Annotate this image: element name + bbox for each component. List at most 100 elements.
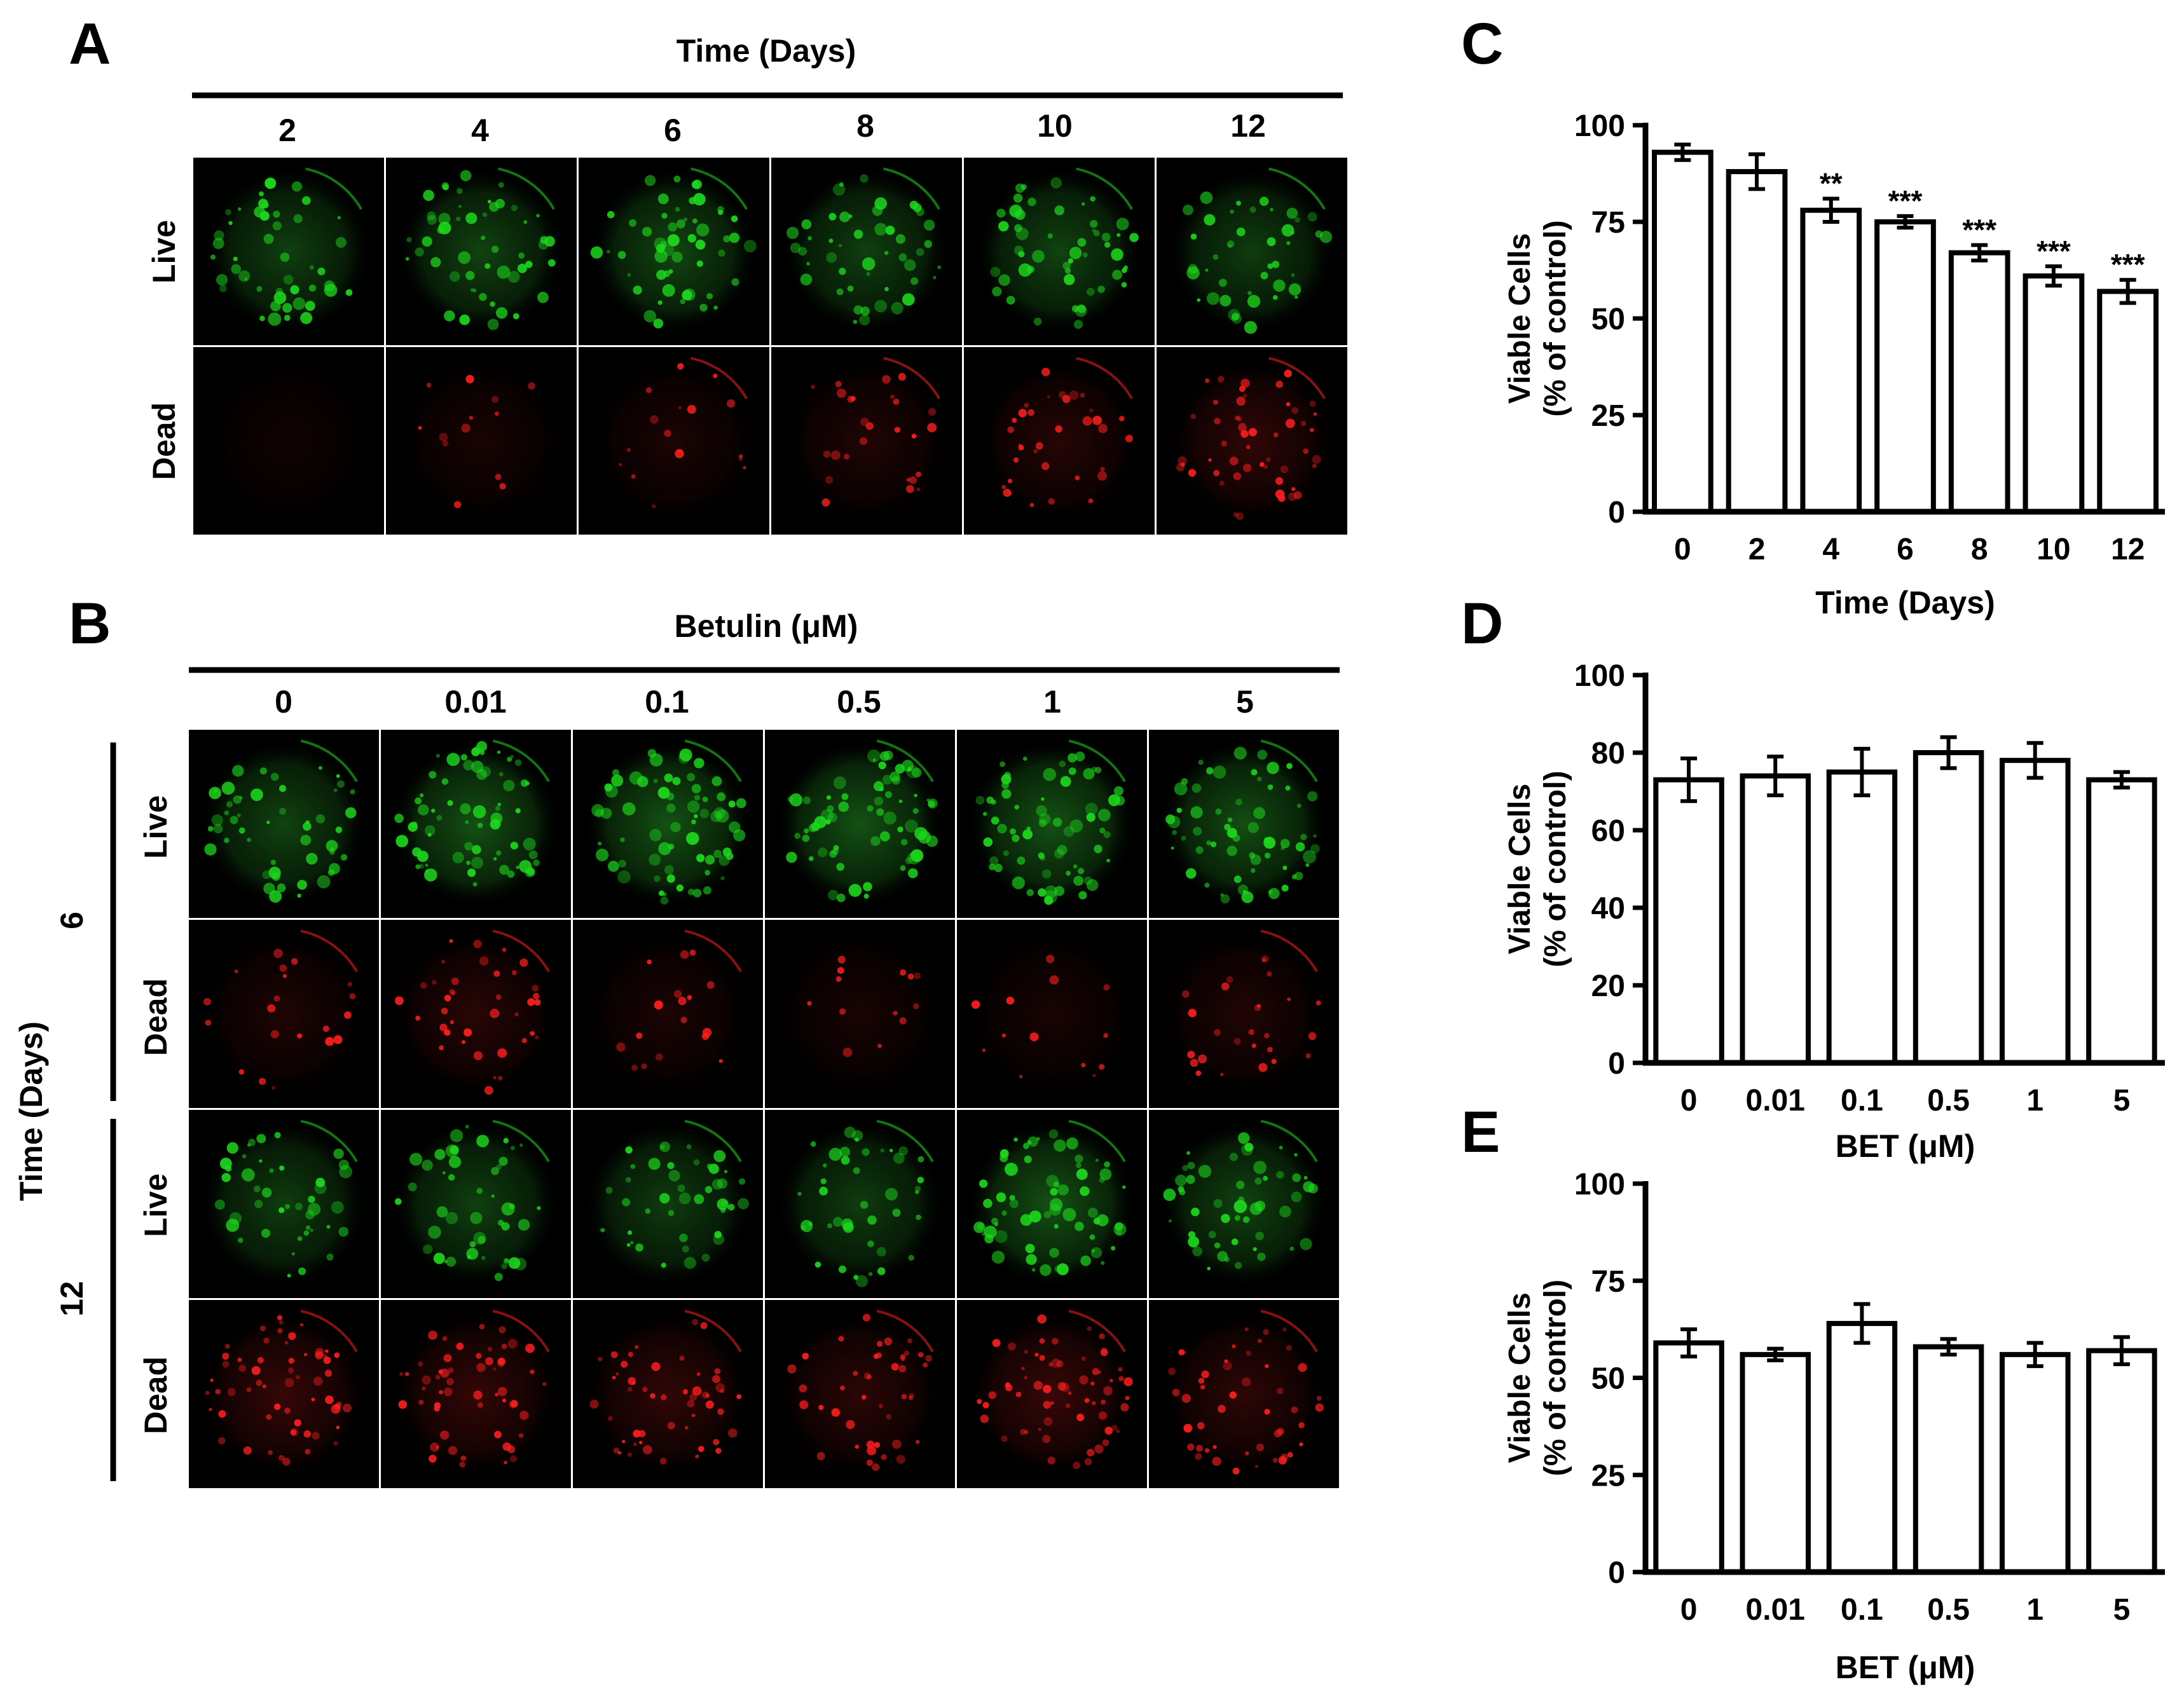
cell-dot [237, 813, 241, 817]
cell-dot [917, 1156, 924, 1163]
cell-dot [1020, 1214, 1033, 1226]
live-micrograph [765, 730, 955, 918]
cell-dot [1257, 1004, 1261, 1008]
cell-dot [896, 1454, 905, 1464]
live-micrograph [765, 1110, 955, 1298]
cell-dot [1039, 1355, 1045, 1361]
cell-dot [979, 1179, 988, 1188]
cell-dot [491, 245, 499, 254]
cell-dot [1013, 1137, 1018, 1142]
cell-dot [221, 781, 235, 795]
cell-dot [225, 209, 231, 215]
cell-dot [1197, 1422, 1205, 1430]
cell-dot [656, 1053, 663, 1061]
cell-dot [838, 1336, 844, 1342]
cell-dot [204, 843, 217, 856]
cell-dot [336, 774, 340, 778]
cell-dot [1187, 1051, 1195, 1058]
x-tick-label: 8 [1971, 533, 1988, 566]
x-tick-label: 0.1 [1841, 1084, 1883, 1118]
cell-dot [238, 1364, 246, 1372]
cell-dot [454, 501, 462, 509]
cell-dot [659, 243, 666, 251]
cell-dot [683, 217, 687, 222]
y-axis-title: Viable Cells [1503, 1292, 1537, 1463]
dead-micrograph [771, 347, 962, 535]
cell-dot [680, 1016, 687, 1023]
cell-dot [471, 760, 484, 773]
cell-dot [317, 267, 326, 276]
spheroid-glow [391, 1119, 561, 1289]
significance-label: ** [1820, 167, 1843, 200]
cell-dot [814, 1261, 821, 1268]
cell-dot [310, 1228, 313, 1233]
cell-dot [799, 1384, 807, 1393]
cell-dot [347, 981, 353, 987]
cell-dot [406, 237, 412, 243]
cell-dot [847, 285, 854, 292]
cell-dot [907, 973, 914, 980]
y-tick-label: 100 [1574, 109, 1625, 143]
cell-dot [1103, 1386, 1113, 1396]
cell-dot [222, 1360, 230, 1368]
cell-dot [619, 463, 622, 467]
cell-dot [991, 1217, 998, 1225]
cell-dot [282, 974, 287, 978]
cell-dot [537, 292, 549, 303]
cell-dot [712, 1375, 720, 1383]
cell-dot [802, 1353, 809, 1360]
spheroid-rim-arc [300, 739, 358, 783]
y-tick-label: 0 [1608, 496, 1625, 530]
cell-dot [279, 784, 286, 792]
cell-dot [718, 1059, 723, 1064]
cell-dot [706, 1163, 713, 1170]
cell-dot [671, 251, 683, 263]
bar [1800, 207, 1862, 514]
cell-dot [838, 243, 842, 247]
cell-dot [225, 1165, 232, 1172]
cell-dot [333, 1440, 338, 1446]
cell-dot [493, 970, 500, 977]
spheroid-glow [391, 929, 561, 1099]
cell-dot [1092, 416, 1102, 425]
cell-dot [839, 268, 846, 275]
cell-dot [514, 1257, 527, 1271]
cell-dot [840, 1385, 845, 1391]
cell-dot [305, 301, 315, 311]
cell-dot [300, 311, 313, 324]
cell-dot [982, 1048, 986, 1052]
cell-dot [1298, 1422, 1305, 1428]
cell-dot [395, 996, 404, 1006]
cell-dot [518, 252, 525, 259]
cell-dot [415, 247, 424, 257]
cell-dot [1012, 418, 1017, 423]
cell-dot [862, 1395, 867, 1400]
cell-dot [636, 1032, 643, 1039]
cell-dot [426, 383, 432, 388]
cell-dot [448, 1367, 454, 1374]
cell-dot [615, 1372, 619, 1376]
live-micrograph [573, 1110, 763, 1298]
cell-dot [589, 1399, 599, 1409]
cell-dot [717, 206, 724, 213]
cell-dot [495, 1393, 498, 1397]
spheroid-glow [775, 1119, 945, 1289]
cell-dot [292, 297, 306, 310]
cell-dot [415, 864, 420, 870]
spheroid-rim-arc [300, 929, 358, 973]
cell-dot [1300, 1238, 1312, 1250]
dead-micrograph [964, 347, 1155, 535]
spheroid-rim-arc [300, 1310, 358, 1353]
cell-dot [900, 969, 907, 976]
dead-micrograph [193, 347, 384, 535]
cell-dot [616, 1042, 626, 1052]
cell-dot [673, 990, 682, 998]
spheroid-rim-arc [684, 1310, 742, 1353]
cell-dot [1052, 817, 1062, 827]
cell-dot [444, 994, 451, 1002]
cell-dot [279, 964, 287, 972]
cell-dot [1185, 868, 1197, 879]
cell-dot [1075, 1154, 1083, 1163]
cell-dot [1315, 230, 1323, 238]
cell-dot [463, 760, 474, 770]
